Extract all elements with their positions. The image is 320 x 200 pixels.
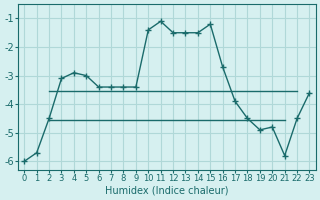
X-axis label: Humidex (Indice chaleur): Humidex (Indice chaleur) [105, 186, 228, 196]
